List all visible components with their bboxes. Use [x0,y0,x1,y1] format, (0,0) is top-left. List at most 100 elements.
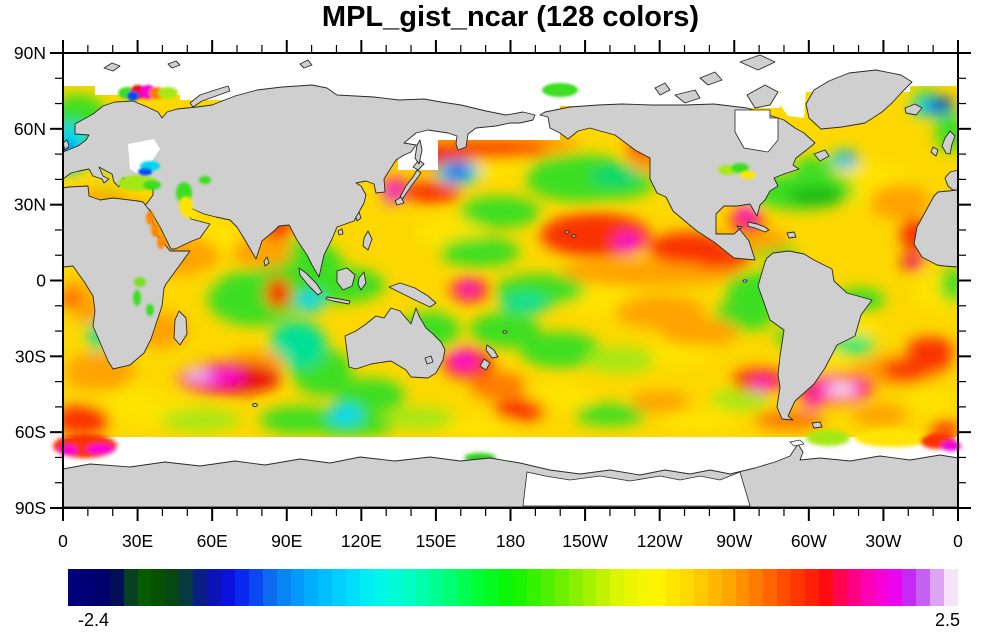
inland-sea-cell [143,180,161,190]
colorbar-box [540,569,555,606]
greenland [805,69,913,130]
data-cell [941,441,961,451]
colorbar-box [791,569,806,606]
ellesmere-island [739,54,776,71]
colorbar-box [179,569,194,606]
colorbar-box [749,569,764,606]
java [325,296,351,305]
colorbar-box [429,569,444,606]
inland-sea-cell [138,168,152,176]
lon-tick-label: 0 [58,531,68,551]
banks-island [654,82,671,96]
sri-lanka [263,256,270,267]
lat-tick-label: 60N [14,119,46,139]
lat-tick-label: 30S [15,346,46,366]
data-cell [127,91,139,101]
inland-sea-cell [146,304,154,316]
colorbar-box [652,569,666,606]
lon-tick-label: 60W [791,531,827,551]
colorbar-box [805,569,819,606]
hawaii-islet-2 [571,234,577,238]
lon-tick-label: 150E [415,531,456,551]
australia [344,307,446,379]
lat-tick-label: 90N [14,43,46,63]
south-georgia-outline [789,439,805,447]
inland-sea-cell [731,163,749,173]
colorbar-box [415,569,430,606]
victoria-island [674,89,701,104]
franz-josef-land [167,60,181,69]
colorbar-box [81,569,96,606]
colorbar-box [262,569,277,606]
colorbar-box [207,569,221,606]
japan-hokkaido [412,159,425,171]
new-guinea [388,282,437,308]
svalbard [103,62,121,72]
plot-title: MPL_gist_ncar (128 colors) [321,1,700,33]
inland-sea-cell [740,171,756,179]
tasmania [424,355,434,365]
colorbar-box [860,569,875,606]
colorbar-box [902,569,917,606]
colorbar-box [638,569,653,606]
colorbar-box [582,569,597,606]
colorbar-box [818,569,833,606]
colorbar-box [290,569,305,606]
lat-tick-label: 0 [36,271,46,291]
arctic-island [699,71,723,86]
colorbar-box [596,569,611,606]
new-zealand-north [485,344,499,359]
taiwan [355,211,362,222]
colorbar-box [137,569,152,606]
colorbar-box [693,569,708,606]
colorbar-box [443,569,458,606]
inland-water-data [118,161,756,316]
lat-tick-label: 30N [14,195,46,215]
ireland [930,146,939,157]
sakhalin [414,139,423,165]
uk-left-edge [62,139,70,151]
lon-tick-label: 0 [953,531,963,551]
colorbar-box [930,569,945,606]
plot-frame [62,52,959,509]
inland-sea-cell [157,235,165,249]
colorbar-box [707,569,722,606]
colorbar-max-label: 2.5 [934,610,960,630]
colorbar-box [68,569,82,606]
kerguelen-islet [252,403,258,407]
colorbar-box [777,569,792,606]
overlay-seas [128,88,806,507]
baffin-island [746,84,779,109]
lon-tick-label: 120W [637,531,683,551]
lon-tick-label: 60E [197,531,228,551]
lon-tick-label: 180 [496,531,525,551]
colorbar-box [735,569,750,606]
colorbar-box [665,569,680,606]
colorbar-box [346,569,361,606]
colorbar [68,569,958,606]
inland-sea-cell [134,277,146,287]
data-edge-cells [118,83,578,101]
data-cell [86,444,114,454]
colorbar-box [387,569,402,606]
colorbar-box [304,569,319,606]
baltic-white [128,139,160,175]
hainan [337,228,344,236]
sumatra [298,267,323,296]
severnaya-zemlya [299,59,313,69]
lat-tick-label: 60S [15,422,46,442]
colorbar-box [193,569,208,606]
inland-sea-cell [133,290,141,306]
colorbar-box [499,569,513,606]
colorbar-box [944,569,958,606]
data-cell [542,83,578,97]
colorbar-box [373,569,388,606]
borneo [336,267,356,291]
lon-tick-label: 30E [122,531,153,551]
lon-tick-label: 90E [271,531,302,551]
inland-sea-cell [151,223,159,237]
uk [941,130,956,155]
falklands [811,421,823,429]
